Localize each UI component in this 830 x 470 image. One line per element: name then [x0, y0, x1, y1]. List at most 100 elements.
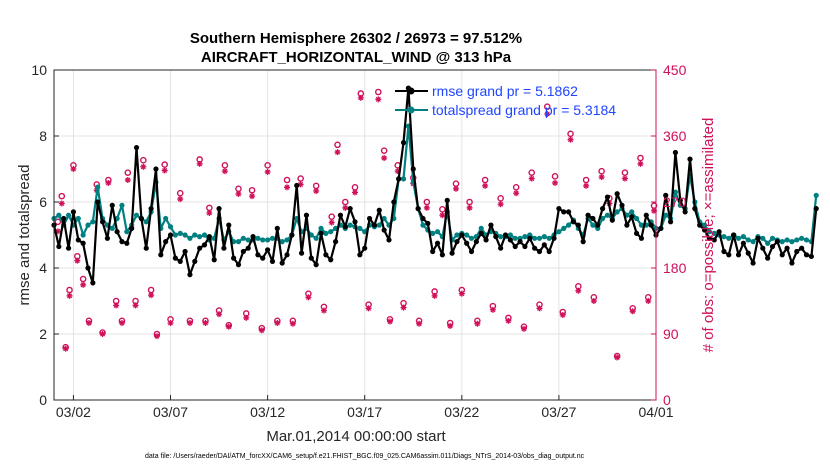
obs-assimilated-point — [342, 204, 349, 211]
rmse-point — [498, 245, 504, 251]
obs-assimilated-point — [497, 201, 504, 208]
totalspread-point — [357, 225, 363, 231]
rmse-point — [400, 140, 407, 146]
rmse-point — [420, 215, 426, 222]
obs-possible-point — [283, 176, 291, 184]
obs-assimilated-point — [567, 136, 574, 143]
rmse-point — [240, 248, 246, 255]
y-axis-right-ticks: 0 90 180 270 360 450 — [651, 62, 687, 408]
totalspread-point — [799, 235, 805, 241]
rmse-point — [556, 206, 562, 212]
legend-rmse-marker — [407, 87, 415, 95]
totalspread-point — [701, 222, 708, 228]
obs-possible-point — [66, 286, 73, 294]
totalspread-point — [56, 212, 62, 218]
rmse-point — [357, 252, 363, 258]
y-right-tick-label: 0 — [663, 392, 671, 408]
rmse-point — [221, 245, 227, 251]
obs-assimilated-stroke — [651, 208, 657, 214]
totalspread-point — [109, 225, 115, 231]
obs-possible-point — [528, 169, 536, 176]
x-axis-ticks: 03/02 03/07 03/12 03/17 03/22 03/27 04/01 — [56, 395, 674, 420]
obs-possible-point — [54, 218, 62, 226]
obs-assimilated-point — [124, 177, 131, 183]
obs-assimilated-stroke — [630, 308, 636, 314]
obs-assimilated-point — [132, 302, 139, 309]
obs-possible-point — [582, 176, 590, 184]
obs-assimilated-point — [386, 318, 393, 325]
obs-assimilated-stroke — [474, 321, 480, 327]
obs-assimilated-stroke — [358, 95, 364, 101]
rmse-point — [114, 229, 120, 235]
obs-assimilated-stroke — [125, 177, 131, 183]
rmse-point — [352, 219, 358, 225]
obs-assimilated-stroke — [284, 184, 290, 190]
rmse-point — [386, 237, 392, 243]
obs-assimilated-point — [328, 219, 335, 226]
rmse-point — [90, 280, 96, 286]
rmse-point — [85, 265, 91, 271]
obs-assimilated-stroke — [177, 196, 183, 202]
obs-possible-point — [375, 88, 382, 96]
totalspread-point — [566, 222, 572, 228]
obs-assimilated-stroke — [560, 312, 566, 318]
rmse-point — [493, 234, 499, 240]
rmse-point — [697, 222, 703, 228]
rmse-point — [658, 225, 664, 231]
obs-assimilated-point — [357, 94, 364, 101]
obs-assimilated-stroke — [290, 321, 296, 327]
totalspread-point — [750, 239, 756, 245]
totalspread-point — [779, 239, 785, 245]
totalspread-point — [629, 209, 635, 215]
obs-assimilated-point — [365, 305, 372, 312]
rmse-point — [561, 209, 567, 215]
totalspread-point — [90, 219, 96, 225]
obs-assimilated-stroke — [274, 320, 280, 326]
totalspread-point — [376, 222, 382, 228]
totalspread-point — [201, 232, 208, 238]
rmse-point — [449, 250, 455, 256]
obs-assimilated-point — [80, 281, 87, 288]
obs-assimilated-point — [235, 190, 242, 197]
totalspread-point — [541, 234, 547, 240]
obs-possible-point — [637, 154, 644, 162]
obs-assimilated-point — [583, 182, 590, 189]
rmse-point — [716, 229, 722, 235]
obs-assimilated-stroke — [154, 333, 160, 339]
chart-title-line2: AIRCRAFT_HORIZONTAL_WIND @ 313 hPa — [201, 49, 512, 66]
totalspread-point — [240, 235, 246, 241]
obs-assimilated-stroke — [591, 298, 597, 304]
rmse-point — [201, 242, 208, 248]
obs-assimilated-point — [431, 292, 438, 299]
rmse-point — [808, 253, 814, 260]
x-tick-label: 03/17 — [347, 404, 382, 420]
obs-assimilated-point — [590, 298, 597, 304]
rmse-point — [342, 224, 348, 230]
rmse-point — [687, 156, 693, 162]
rmse-point — [396, 176, 402, 182]
totalspread-point — [633, 215, 640, 222]
rmse-point — [318, 230, 324, 236]
rmse-point — [585, 212, 591, 218]
obs-assimilated-stroke — [552, 180, 558, 186]
rmse-point — [604, 194, 611, 200]
rmse-point — [682, 209, 688, 215]
rmse-point — [124, 240, 130, 246]
totalspread-point — [536, 235, 543, 241]
obs-assimilated-point — [202, 320, 209, 326]
obs-possible-point — [466, 198, 473, 206]
obs-assimilated-stroke — [453, 186, 459, 192]
obs-assimilated-point — [416, 320, 423, 327]
totalspread-point — [546, 235, 552, 241]
obs-assimilated-stroke — [216, 311, 222, 317]
obs-assimilated-stroke — [321, 307, 327, 314]
obs-possible-point — [221, 162, 229, 169]
obs-assimilated-stroke — [119, 320, 125, 326]
obs-assimilated-point — [274, 320, 281, 326]
x-tick-label: 03/12 — [250, 404, 285, 420]
obs-assimilated-point — [544, 111, 551, 117]
rmse-point — [468, 248, 475, 255]
totalspread-point — [192, 232, 198, 238]
obs-assimilated-markers — [54, 94, 658, 361]
obs-assimilated-point — [249, 193, 256, 200]
